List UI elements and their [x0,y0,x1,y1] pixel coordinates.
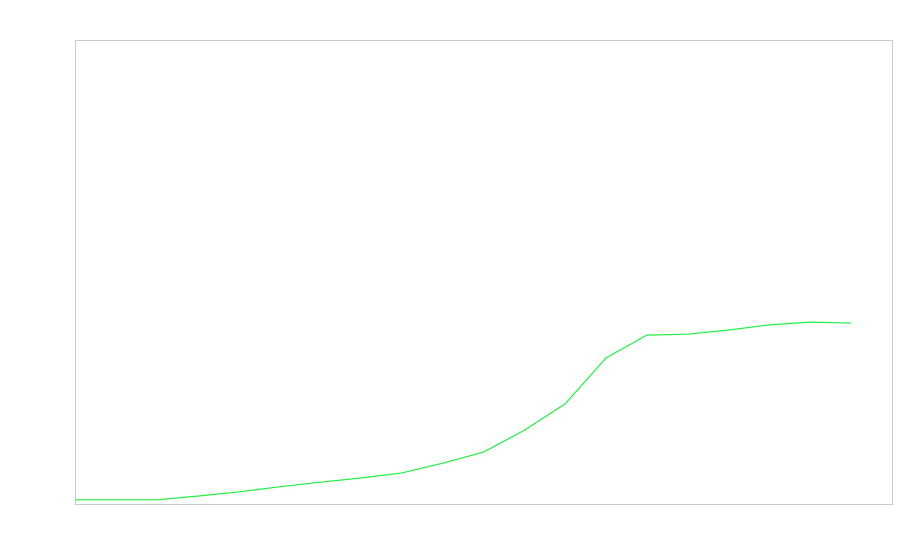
plot-frame [75,40,893,505]
data-line [75,321,852,501]
